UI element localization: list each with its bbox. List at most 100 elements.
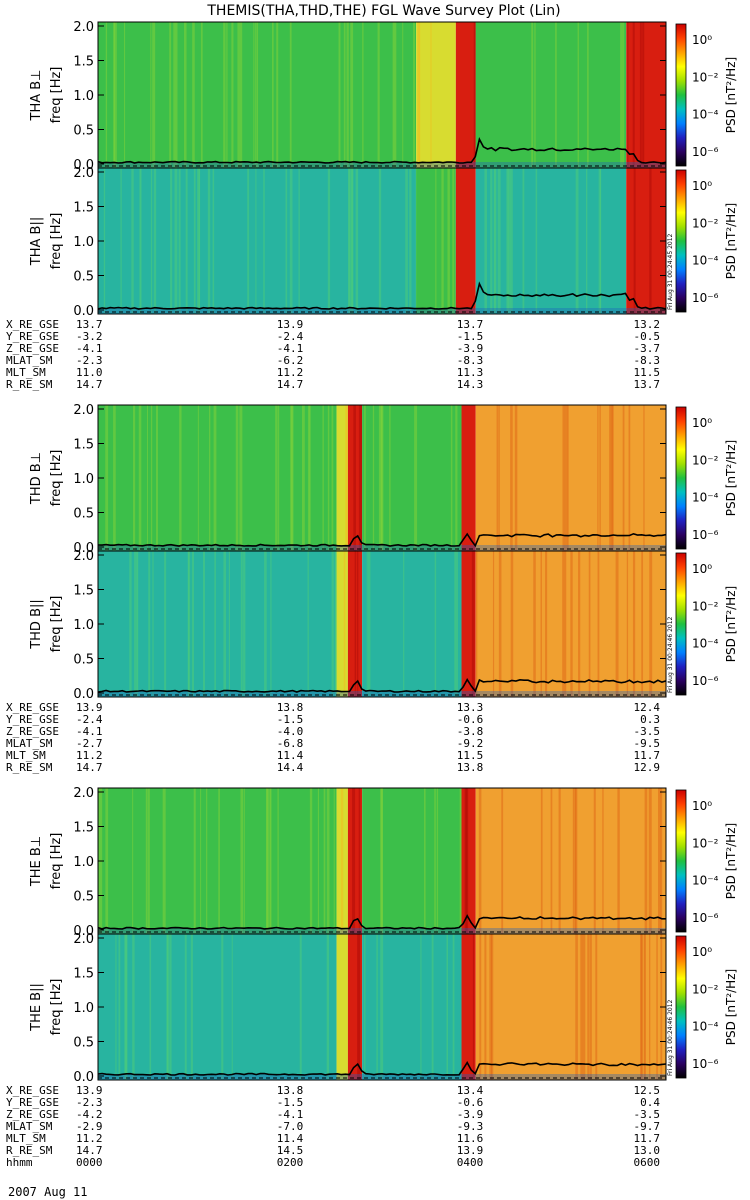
spectrogram-texture xyxy=(322,405,324,551)
spectrogram-texture xyxy=(298,168,300,314)
colorbar-tick-label: 10⁻⁴ xyxy=(692,254,719,268)
spectrogram-texture xyxy=(326,934,329,1080)
colorbar xyxy=(675,406,687,550)
ephemeris-label: Z_RE_GSE xyxy=(6,342,59,355)
spectrogram-texture xyxy=(434,788,436,934)
colorbar-tick-label: 10⁻² xyxy=(692,982,719,996)
spectrogram-texture xyxy=(124,934,128,1080)
spectrogram-texture xyxy=(615,551,619,697)
ephemeris-label: Z_RE_GSE xyxy=(6,1108,59,1121)
date-label: 2007 Aug 11 xyxy=(8,1185,87,1199)
ephemeris-value: 11.2 xyxy=(76,749,103,762)
spectrogram-texture xyxy=(162,788,166,934)
y-tick-label: 2.0 xyxy=(73,786,94,801)
spectrogram-texture xyxy=(562,551,564,697)
ephemeris-label: hhmm xyxy=(6,1156,33,1169)
spectrogram-texture xyxy=(350,22,354,168)
spectrogram-band xyxy=(475,405,666,551)
spectrogram-texture xyxy=(436,788,439,934)
spectrogram-texture xyxy=(558,788,561,934)
ephemeris-value: 14.4 xyxy=(277,761,304,774)
colorbar-tick-label: 10⁰ xyxy=(692,562,712,576)
spectrogram-texture xyxy=(622,22,625,168)
spectrogram-texture xyxy=(340,788,344,934)
colorbar-label: PSD [nT²/Hz] xyxy=(724,969,738,1045)
ephemeris-value: 13.7 xyxy=(634,378,661,391)
ephemeris-value: 0000 xyxy=(76,1156,103,1169)
spectrogram-band xyxy=(475,22,627,168)
ephemeris-value: 13.3 xyxy=(457,701,484,714)
spectrogram-texture xyxy=(380,934,384,1080)
spectrogram-texture xyxy=(459,788,463,934)
spectrogram-texture xyxy=(587,22,589,168)
spectrogram-texture xyxy=(535,168,538,314)
colorbar-tick-label: 10⁻⁴ xyxy=(692,491,719,505)
spectrogram-texture xyxy=(595,934,598,1080)
spectrogram-texture xyxy=(403,551,405,697)
colorbar-tick-label: 10⁻² xyxy=(692,216,719,230)
spectrogram-band xyxy=(461,934,476,1080)
spectrogram-band xyxy=(98,551,337,697)
spectrogram-texture xyxy=(353,405,356,551)
spectrogram-texture xyxy=(550,788,553,934)
y-tick-label: 0.0 xyxy=(73,924,94,939)
ephemeris-value: -9.3 xyxy=(457,1120,484,1133)
spectrogram-texture xyxy=(255,22,257,168)
spectrogram-texture xyxy=(431,934,434,1080)
spectrogram-texture xyxy=(255,168,257,314)
spectrogram-texture xyxy=(206,788,208,934)
y-tick-label: 2.0 xyxy=(73,20,94,35)
spectrogram-texture xyxy=(452,934,455,1080)
spectrogram-band xyxy=(475,788,666,934)
ephemeris-value: 11.7 xyxy=(634,1132,661,1145)
colorbar-label: PSD [nT²/Hz] xyxy=(724,57,738,133)
colorbar-tick-label: 10⁻² xyxy=(692,836,719,850)
spectrogram-band xyxy=(475,934,666,1080)
spectrogram-texture xyxy=(290,405,293,551)
spectrogram-texture xyxy=(193,788,196,934)
spectrogram-texture xyxy=(632,551,636,697)
spectrogram-texture xyxy=(175,22,178,168)
spectrogram-texture xyxy=(179,405,182,551)
y-tick-label: 0.5 xyxy=(73,653,94,668)
spectrogram-texture xyxy=(178,168,181,314)
ephemeris-value: 13.9 xyxy=(277,318,304,331)
spectrogram-texture xyxy=(155,405,158,551)
spectrogram-texture xyxy=(617,788,620,934)
ephemeris-label: X_RE_GSE xyxy=(6,318,59,331)
ephemeris-value: 13.9 xyxy=(76,1084,103,1097)
ephemeris-value: -6.2 xyxy=(277,354,304,367)
ephemeris-value: -9.2 xyxy=(457,737,484,750)
spectrogram-texture xyxy=(555,22,557,168)
y-tick-label: 0.0 xyxy=(73,304,94,319)
ephemeris-value: 14.5 xyxy=(277,1144,304,1157)
spectrogram-texture xyxy=(256,22,259,168)
spectrogram-texture xyxy=(414,405,418,551)
generation-stamp: Fri Aug 31 00:24:46 2012 xyxy=(667,616,674,693)
spectrogram-texture xyxy=(209,405,211,551)
ephemeris-value: -4.0 xyxy=(277,725,304,738)
spectrogram-texture xyxy=(490,934,494,1080)
spectrogram-texture xyxy=(641,551,644,697)
colorbar-tick-label: 10⁰ xyxy=(692,179,712,193)
spectrogram-texture xyxy=(197,405,199,551)
psd-trace-line xyxy=(97,914,666,930)
spectrogram-texture xyxy=(471,551,475,697)
spectrogram-texture xyxy=(472,934,475,1080)
y-tick-label: 0.5 xyxy=(73,270,94,285)
y-axis-label: freq [Hz] xyxy=(49,213,64,270)
spectrogram-texture xyxy=(501,788,504,934)
y-tick-label: 2.0 xyxy=(73,549,94,564)
ephemeris-label: R_RE_SM xyxy=(6,1144,53,1157)
spectrogram-texture xyxy=(657,788,661,934)
spectrogram-texture xyxy=(366,551,368,697)
ephemeris-value: -2.9 xyxy=(76,1120,103,1133)
spectrogram-band xyxy=(336,934,348,1080)
spectrogram-texture xyxy=(354,551,357,697)
spectrogram-texture xyxy=(118,934,121,1080)
ephemeris-value: -4.1 xyxy=(277,1108,304,1121)
spectrogram-panel: 0.0 0.5 1.0 1.5 2.0 THD B⊥ freq [Hz] 10⁰ 10⁻² 10⁻… xyxy=(29,403,738,556)
spectrogram-band xyxy=(98,788,337,934)
colorbar-tick-label: 10⁻² xyxy=(692,70,719,84)
